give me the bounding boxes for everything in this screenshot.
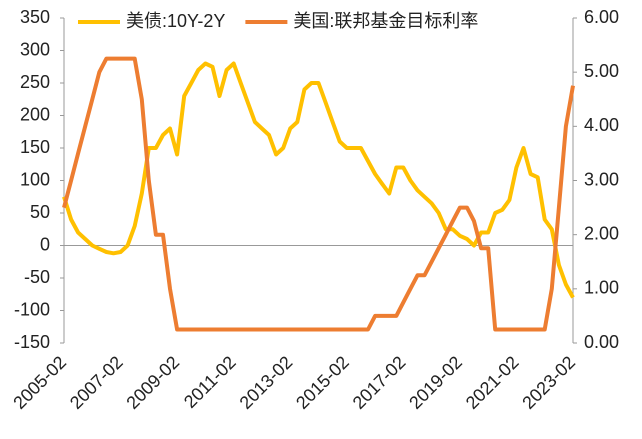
x-tick-label: 2013-02: [236, 352, 297, 413]
y-tick-label: 100: [20, 169, 50, 189]
x-tick-label: 2017-02: [349, 352, 410, 413]
x-tick-label: 2009-02: [122, 352, 183, 413]
y2-tick-label: 6.00: [584, 7, 619, 27]
x-tick-label: 2021-02: [462, 352, 523, 413]
y-tick-label: -150: [14, 332, 50, 352]
x-tick-label: 2015-02: [292, 352, 353, 413]
x-tick-label: 2007-02: [66, 352, 127, 413]
y2-tick-label: 1.00: [584, 278, 619, 298]
series-line: [62, 61, 575, 299]
legend-label: 美债:10Y-2Y: [126, 11, 225, 31]
y2-tick-label: 5.00: [584, 61, 619, 81]
x-tick-label: 2005-02: [9, 352, 70, 413]
y2-tick-label: 3.00: [584, 169, 619, 189]
series-line: [62, 56, 575, 332]
y-tick-label: 50: [30, 202, 50, 222]
y-tick-label: 300: [20, 39, 50, 59]
y-tick-label: 200: [20, 104, 50, 124]
y2-tick-label: 4.00: [584, 115, 619, 135]
y2-tick-label: 2.00: [584, 223, 619, 243]
x-tick-label: 2011-02: [180, 352, 240, 412]
y-tick-label: -100: [14, 299, 50, 319]
legend-label: 美国:联邦基金目标利率: [293, 11, 478, 31]
y-tick-label: 0: [40, 234, 50, 254]
y-tick-label: 150: [20, 137, 50, 157]
y-tick-label: -50: [24, 267, 50, 287]
y-tick-label: 350: [20, 7, 50, 27]
x-tick-label: 2019-02: [405, 352, 466, 413]
x-tick-label: 2023-02: [518, 352, 579, 413]
y-tick-label: 250: [20, 72, 50, 92]
y2-tick-label: 0.00: [584, 332, 619, 352]
